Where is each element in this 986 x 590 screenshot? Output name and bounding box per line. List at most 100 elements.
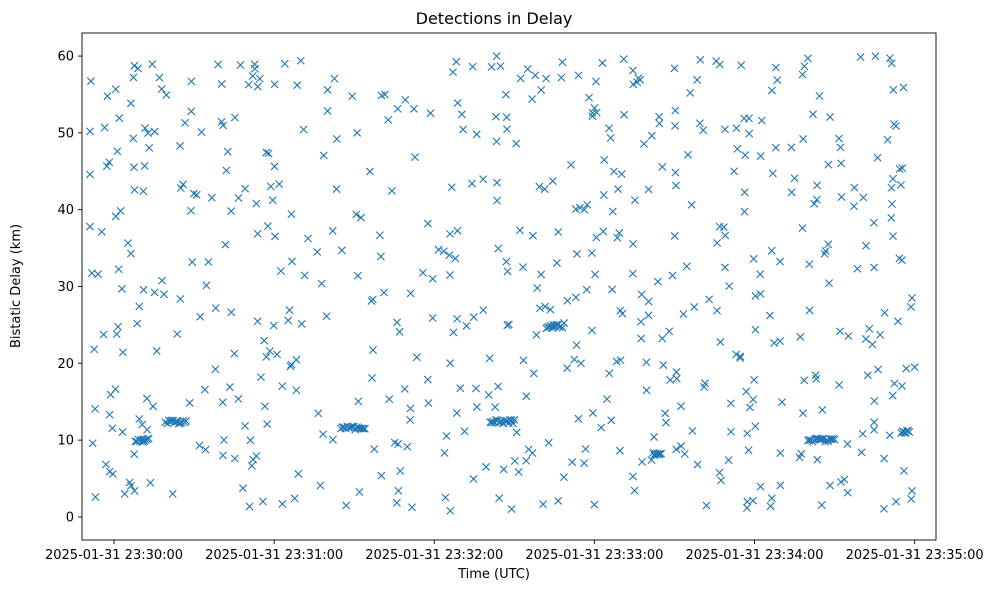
data-point [117,284,126,293]
data-point [672,445,681,454]
data-point [323,85,332,94]
data-point [263,420,272,429]
data-point [873,153,882,162]
data-point [502,257,511,266]
data-point [393,318,401,327]
data-point [269,321,278,330]
data-point [592,108,601,117]
data-point [515,226,524,235]
data-point [771,143,780,152]
data-point [522,456,531,465]
data-point [91,404,100,413]
data-point [532,330,541,339]
data-point [770,339,779,348]
data-point [880,454,889,463]
data-point [638,457,647,466]
data-point [818,405,827,414]
data-point [161,418,170,427]
data-point [173,330,182,339]
data-point [629,80,638,89]
data-point [693,75,702,84]
data-point [189,189,198,198]
data-point [715,60,724,69]
data-point [293,81,302,90]
data-point [880,308,889,317]
data-point [897,256,906,265]
data-point [278,382,287,391]
data-point [296,56,305,65]
data-point [571,293,580,302]
data-point [265,347,274,356]
data-point [120,489,129,498]
data-point [253,82,262,91]
data-point [492,137,501,146]
data-point [736,352,745,361]
data-point [749,496,757,505]
data-point [201,445,210,454]
data-point [319,430,328,439]
data-point [332,134,341,143]
data-point [805,260,814,269]
data-point [200,385,209,394]
data-point [409,104,418,113]
data-point [756,270,765,279]
data-point [250,64,259,73]
chart-title: Detections in Delay [416,9,573,28]
data-point [615,229,624,238]
data-point [812,195,821,204]
data-point [394,440,403,449]
data-point [207,193,216,202]
data-point [195,441,204,450]
data-point [485,354,494,363]
data-point [768,169,777,178]
data-point [713,306,722,315]
data-point [114,322,123,331]
data-point [448,68,457,77]
data-point [408,503,416,512]
data-point [275,180,284,189]
data-point [868,340,877,349]
data-point [217,79,226,88]
data-point [592,233,601,242]
data-point [658,162,667,171]
data-point [496,62,505,71]
data-point [699,126,708,135]
data-point [268,196,277,205]
data-point [127,481,135,490]
data-point [238,484,247,493]
data-point [460,427,469,436]
data-point [617,170,626,179]
data-point [185,398,194,407]
data-point [808,110,817,119]
data-point [380,288,388,297]
data-point [328,226,337,235]
data-point [798,70,807,79]
data-point [472,130,481,139]
data-point [352,210,361,219]
data-point [717,476,726,485]
data-point [384,115,393,124]
data-point [262,352,271,361]
data-point [690,303,699,311]
data-point [218,398,227,407]
data-point [537,86,546,94]
data-point [299,125,308,134]
data-point [406,415,415,424]
data-point [899,466,908,475]
data-point [531,71,540,80]
data-point [354,397,363,406]
data-point [471,384,480,393]
data-point [103,92,112,101]
data-point [118,428,127,437]
data-point [287,257,296,266]
data-point [661,409,670,418]
data-point [144,434,153,443]
data-point [368,373,377,382]
data-point [749,254,758,263]
data-point [535,304,544,313]
data-point [858,429,867,438]
data-point [453,98,462,107]
data-point [287,360,296,369]
data-point [400,384,409,393]
data-point [585,93,594,102]
